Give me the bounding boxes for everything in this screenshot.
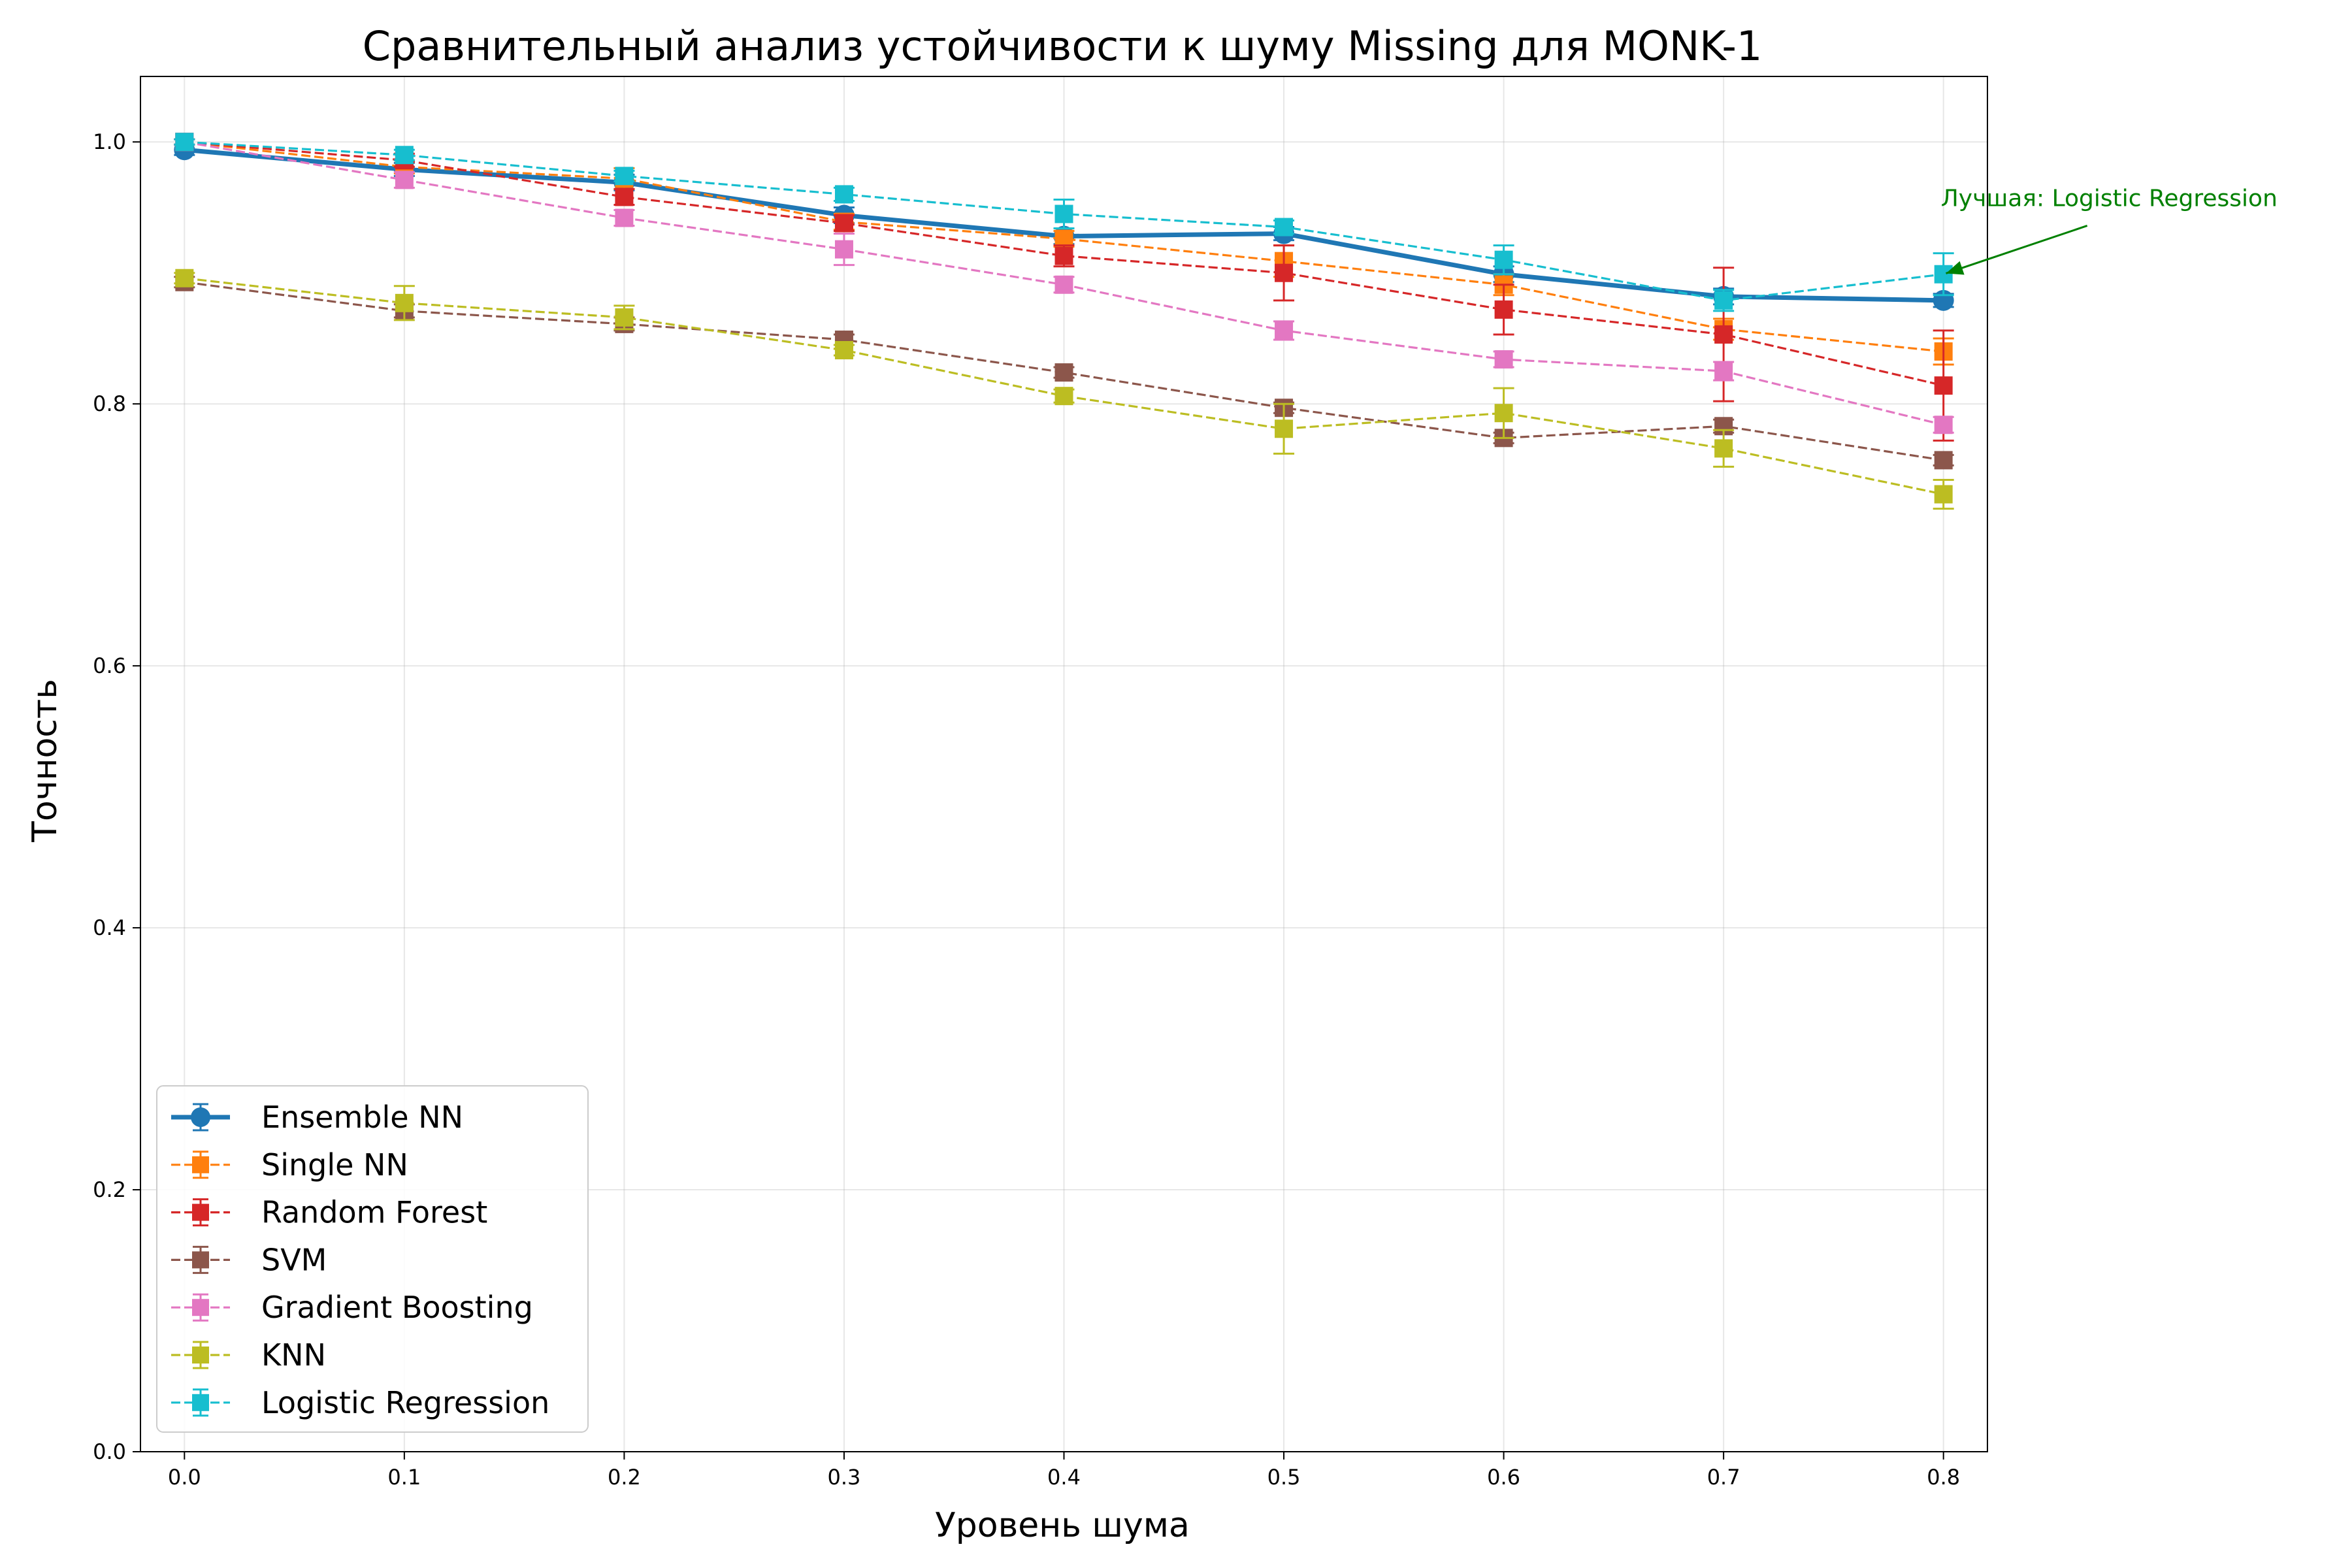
data-point — [1714, 325, 1733, 344]
y-tick-label: 0.4 — [93, 915, 126, 940]
x-tick-label: 0.7 — [1707, 1465, 1740, 1490]
y-tick-label: 0.0 — [93, 1439, 126, 1464]
data-point — [1934, 485, 1953, 504]
legend-marker — [192, 1203, 209, 1221]
legend-label: Gradient Boosting — [261, 1290, 533, 1325]
data-point — [1275, 419, 1294, 438]
legend-box — [156, 1085, 589, 1433]
data-point — [1934, 416, 1953, 434]
data-point — [1275, 263, 1294, 282]
x-tick-label: 0.2 — [608, 1465, 641, 1490]
data-point — [175, 269, 194, 287]
x-tick-label: 0.3 — [828, 1465, 861, 1490]
legend-marker — [192, 1394, 209, 1411]
legend-label: KNN — [261, 1337, 326, 1373]
series-knn — [174, 269, 1954, 510]
data-point — [834, 185, 853, 204]
data-point — [1054, 363, 1073, 382]
data-point — [1054, 246, 1073, 265]
data-point — [1494, 404, 1513, 423]
series-line — [184, 140, 1944, 353]
y-tick-label: 0.6 — [93, 653, 126, 678]
x-axis-label: Уровень шума — [935, 1506, 1190, 1545]
x-tick-label: 0.0 — [168, 1465, 201, 1490]
legend-marker — [192, 1347, 209, 1364]
annotation-arrow-head — [1946, 261, 1965, 275]
data-point — [615, 208, 634, 227]
legend-marker — [192, 1156, 209, 1173]
data-point — [615, 167, 634, 186]
data-point — [615, 308, 634, 327]
data-point — [1714, 439, 1733, 458]
legend-label: Logistic Regression — [261, 1385, 549, 1420]
data-point — [395, 171, 414, 189]
data-point — [1054, 275, 1073, 294]
x-tick-label: 0.1 — [387, 1465, 421, 1490]
legend-marker — [192, 1299, 209, 1316]
y-axis-label: Точность — [25, 679, 65, 843]
chart-title: Сравнительный анализ устойчивости к шуму… — [363, 22, 1763, 70]
data-point — [1275, 218, 1294, 237]
data-point — [1934, 265, 1953, 284]
y-tick-label: 0.8 — [93, 391, 126, 416]
series-line — [184, 140, 1944, 387]
data-point — [1054, 204, 1073, 223]
data-point — [615, 188, 634, 206]
data-point — [1054, 387, 1073, 406]
x-tick-label: 0.8 — [1927, 1465, 1960, 1490]
legend-label: SVM — [261, 1242, 327, 1277]
data-point — [395, 293, 414, 312]
data-point — [1494, 300, 1513, 319]
y-tick-label: 1.0 — [93, 129, 126, 154]
series-logistic-regression — [174, 133, 1954, 312]
legend-label: Single NN — [261, 1147, 408, 1183]
legend-entry: Logistic Regression — [171, 1385, 549, 1420]
legend-label: Random Forest — [261, 1195, 487, 1230]
x-tick-label: 0.4 — [1047, 1465, 1081, 1490]
data-point — [1714, 291, 1733, 310]
annotation-arrow-shaft — [1946, 225, 2088, 274]
data-point — [395, 146, 414, 165]
legend-entry: Single NN — [171, 1147, 408, 1183]
data-point — [834, 340, 853, 359]
data-point — [175, 133, 194, 152]
data-point — [1934, 451, 1953, 470]
data-point — [1494, 350, 1513, 369]
legend: Ensemble NN Single NN Random Forest SVM Grad… — [156, 1085, 589, 1433]
legend-marker — [192, 1251, 209, 1269]
data-point — [1494, 250, 1513, 269]
x-tick-label: 0.5 — [1267, 1465, 1301, 1490]
data-point — [834, 214, 853, 233]
y-tick-label: 0.2 — [93, 1177, 126, 1202]
data-point — [1714, 362, 1733, 381]
best-annotation: Лучшая: Logistic Regression — [1941, 185, 2278, 275]
data-point — [834, 240, 853, 259]
legend-label: Ensemble NN — [261, 1100, 463, 1135]
series-layer — [174, 133, 1954, 510]
data-point — [1934, 376, 1953, 395]
legend-entry: Ensemble NN — [171, 1100, 463, 1135]
legend-entry: KNN — [171, 1337, 326, 1373]
x-tick-label: 0.6 — [1487, 1465, 1520, 1490]
legend-entry: Random Forest — [171, 1195, 487, 1230]
legend-entry: Gradient Boosting — [171, 1290, 533, 1325]
legend-marker — [191, 1107, 210, 1127]
annotation-text: Лучшая: Logistic Regression — [1941, 185, 2278, 212]
legend-entry: SVM — [171, 1242, 327, 1277]
series-line — [184, 281, 1944, 461]
ticks: 0.0 0.1 0.2 0.3 0.4 0.5 0.6 0.7 0.8 0.0 0.2 0.4 0.6 0… — [93, 129, 1960, 1490]
data-point — [1275, 321, 1294, 340]
